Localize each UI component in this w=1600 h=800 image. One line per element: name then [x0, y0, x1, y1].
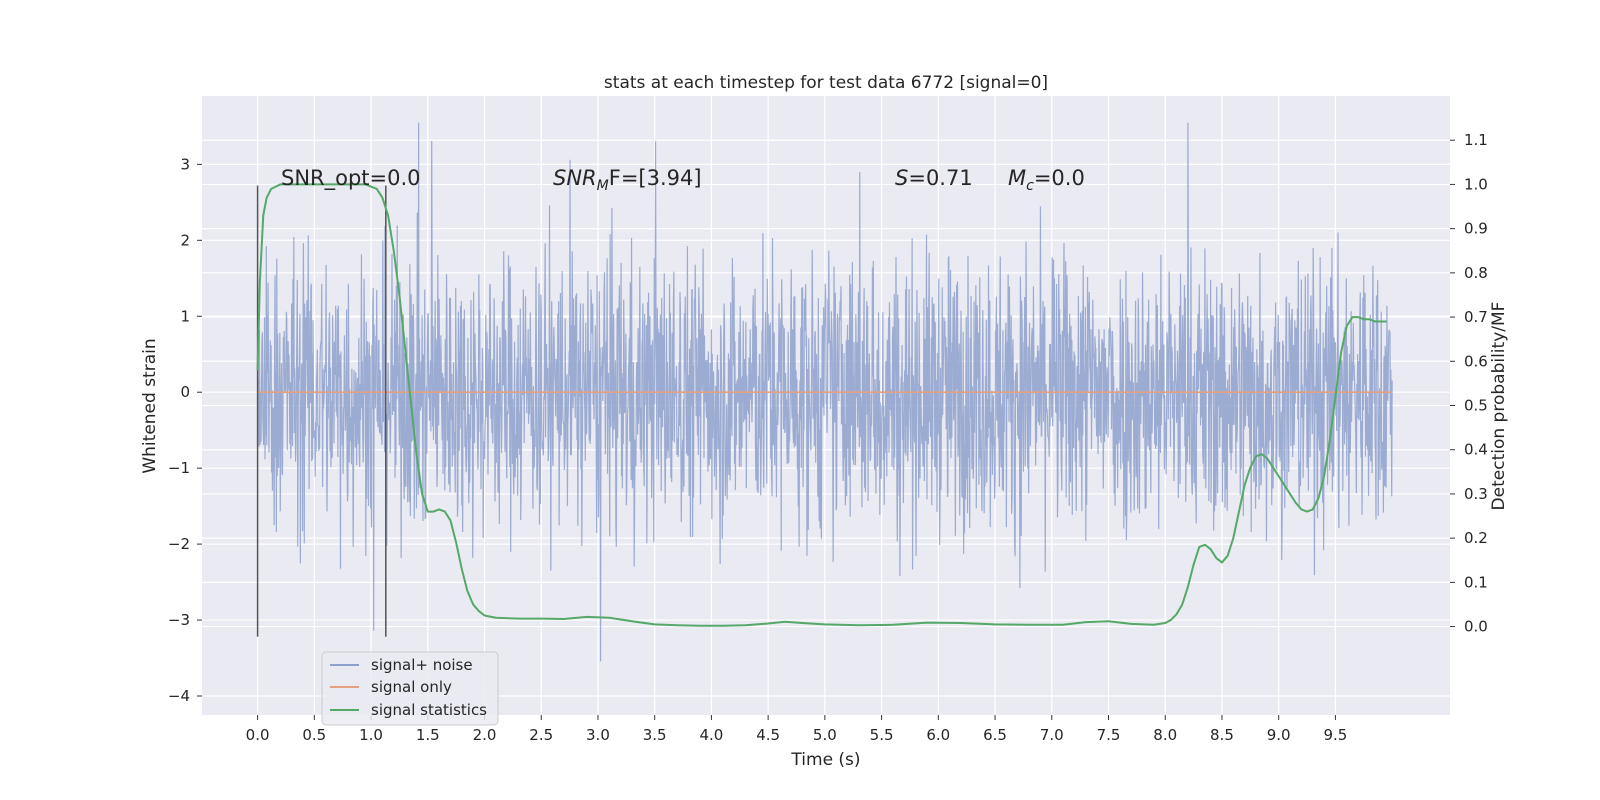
y-tick-label: −2: [168, 535, 190, 553]
right-y-axis-label: Detection probability/MF: [1489, 302, 1509, 511]
series-signal-noise: [256, 122, 1393, 662]
annotation-snr-opt: SNR_opt=0.0: [281, 166, 421, 191]
x-tick-label: 9.5: [1323, 726, 1347, 744]
y-tick-label: 0: [180, 383, 190, 401]
x-axis-ticks: 0.0 0.5 1.0 1.5 2.0 2.5 3.0 3.5 4.0 4.5 5.0 5.5 6.0 6…: [246, 715, 1347, 744]
x-tick-label: 7.0: [1040, 726, 1064, 744]
x-tick-label: 0.0: [246, 726, 270, 744]
x-tick-label: 7.5: [1097, 726, 1121, 744]
y-tick-label: 2: [180, 231, 190, 249]
x-tick-label: 2.5: [529, 726, 553, 744]
right-y-tick-label: 0.1: [1464, 573, 1488, 591]
vertical-markers: [256, 185, 387, 637]
x-tick-label: 9.0: [1267, 726, 1291, 744]
chart-title: stats at each timestep for test data 677…: [604, 73, 1048, 93]
right-y-tick-label: 0.4: [1464, 441, 1488, 459]
right-y-tick-label: 0.8: [1464, 264, 1488, 282]
series-signal-statistics: [256, 183, 1387, 627]
legend-label-signal-only: signal only: [371, 678, 452, 696]
y-tick-label: −4: [168, 687, 190, 705]
x-tick-label: 1.5: [416, 726, 440, 744]
legend-box: [321, 651, 499, 726]
mc-prefix: M: [1008, 166, 1026, 190]
y-tick-label: 1: [180, 307, 190, 325]
x-tick-label: 3.0: [586, 726, 610, 744]
right-y-tick-label: 0.9: [1464, 220, 1488, 238]
x-axis-label: Time (s): [790, 750, 860, 770]
snr-mf-subscript: M: [597, 178, 609, 194]
annotation-s: S=0.71: [895, 166, 973, 190]
y-axis-label: Whitened strain: [140, 338, 160, 473]
x-tick-label: 5.5: [870, 726, 894, 744]
x-tick-label: 0.5: [302, 726, 326, 744]
s-suffix: =0.71: [908, 166, 972, 190]
x-tick-label: 6.0: [926, 726, 950, 744]
signal-noise-line: [256, 122, 1393, 662]
x-tick-label: 2.0: [473, 726, 497, 744]
right-y-tick-label: 0.6: [1464, 352, 1488, 370]
signal-statistics-line: [256, 183, 1387, 627]
right-y-tick-label: 0.7: [1464, 308, 1488, 326]
legend-label-signal-noise: signal+ noise: [371, 656, 473, 674]
x-tick-label: 1.0: [359, 726, 383, 744]
right-y-tick-label: 0.2: [1464, 529, 1488, 547]
right-y-tick-label: 0.5: [1464, 397, 1488, 415]
x-tick-label: 8.0: [1153, 726, 1177, 744]
y-tick-label: −1: [168, 459, 190, 477]
right-y-tick-label: 1.1: [1464, 131, 1488, 149]
x-tick-label: 5.0: [813, 726, 837, 744]
x-tick-label: 6.5: [983, 726, 1007, 744]
right-y-tick-label: 1.0: [1464, 175, 1488, 193]
right-y-tick-label: 0.3: [1464, 485, 1488, 503]
snr-mf-prefix: SNR: [553, 166, 597, 190]
legend-label-signal-statistics: signal statistics: [371, 701, 487, 719]
legend: signal+ noise signal only signal statist…: [321, 651, 499, 726]
x-tick-label: 4.0: [699, 726, 723, 744]
y-axis-ticks: −4 −3 −2 −1 0 1 2 3: [168, 155, 202, 705]
y-tick-label: 3: [180, 155, 190, 173]
annotation-mc: Mc=0.0: [1008, 166, 1085, 194]
right-y-axis-ticks: 0.0 0.1 0.2 0.3 0.4 0.5 0.6 0.7 0.8 0.9 1.0 1.1: [1450, 131, 1488, 636]
mc-subscript: c: [1026, 178, 1034, 194]
snr-mf-suffix: F=[3.94]: [609, 166, 702, 190]
mc-suffix: =0.0: [1034, 166, 1085, 190]
right-y-tick-label: 0.0: [1464, 618, 1488, 636]
annotation-snr-mf: SNRMF=[3.94]: [553, 166, 702, 194]
x-tick-label: 4.5: [756, 726, 780, 744]
x-tick-label: 3.5: [643, 726, 667, 744]
s-prefix: S: [895, 166, 908, 190]
x-tick-label: 8.5: [1210, 726, 1234, 744]
y-tick-label: −3: [168, 611, 190, 629]
